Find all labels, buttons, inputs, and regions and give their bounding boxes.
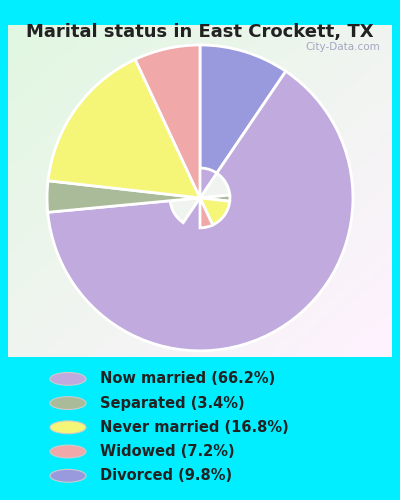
Text: Widowed (7.2%): Widowed (7.2%) xyxy=(100,444,235,459)
Circle shape xyxy=(50,396,86,409)
Text: Divorced (9.8%): Divorced (9.8%) xyxy=(100,468,232,483)
Wedge shape xyxy=(48,60,230,225)
Text: City-Data.com: City-Data.com xyxy=(306,42,380,51)
Wedge shape xyxy=(48,72,353,351)
Circle shape xyxy=(50,470,86,482)
Text: Marital status in East Crockett, TX: Marital status in East Crockett, TX xyxy=(26,22,374,40)
Text: Never married (16.8%): Never married (16.8%) xyxy=(100,420,289,435)
Circle shape xyxy=(50,445,86,458)
Wedge shape xyxy=(183,45,286,228)
Circle shape xyxy=(50,372,86,386)
Circle shape xyxy=(50,421,86,434)
Text: Separated (3.4%): Separated (3.4%) xyxy=(100,396,245,410)
Text: Now married (66.2%): Now married (66.2%) xyxy=(100,372,275,386)
Wedge shape xyxy=(47,180,230,212)
Wedge shape xyxy=(135,45,213,228)
